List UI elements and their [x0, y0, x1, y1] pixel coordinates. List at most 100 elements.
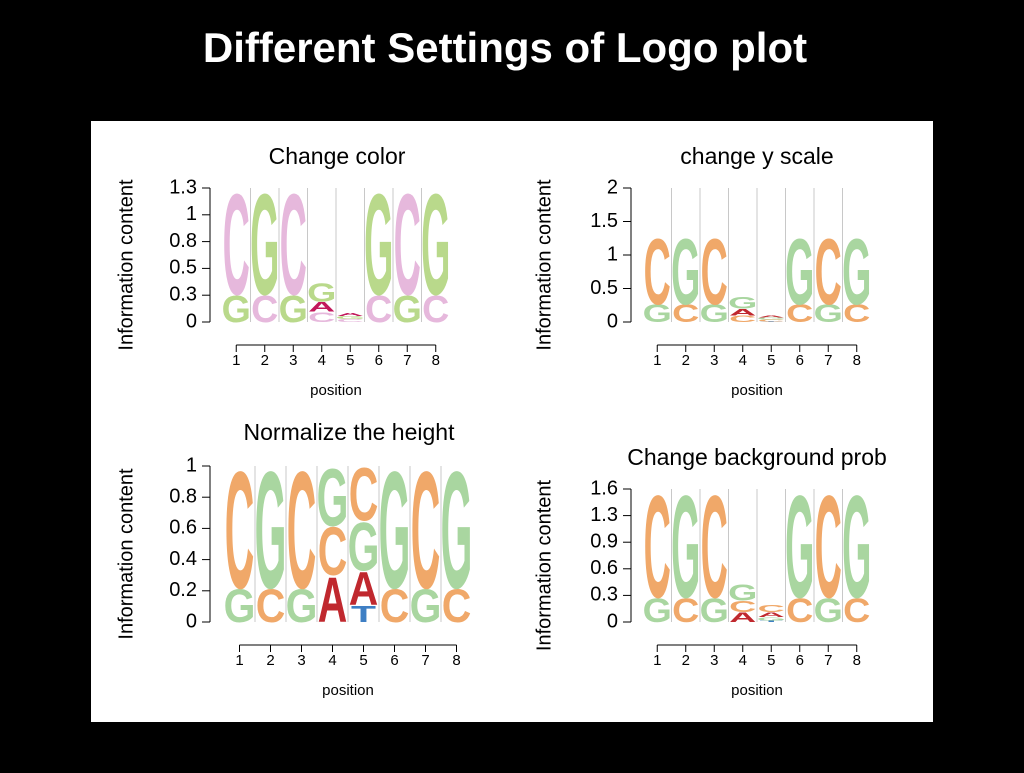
logo-letter: G — [785, 220, 814, 325]
y-tick-label: 0 — [186, 310, 197, 332]
y-tick-label: 0.4 — [169, 548, 197, 570]
logo-letter: G — [317, 452, 349, 543]
slide-title: Different Settings of Logo plot — [203, 24, 807, 71]
logo-letter: C — [815, 466, 842, 629]
y-tick-label: 1 — [607, 243, 618, 265]
y-axis-label: Information content — [115, 468, 137, 640]
y-tick-label: 1.3 — [590, 504, 618, 526]
y-tick-label: 0.8 — [169, 230, 197, 252]
y-tick-label: 0.8 — [169, 485, 197, 507]
y-tick-label: 1.5 — [590, 210, 618, 232]
y-tick-label: 0.9 — [590, 530, 618, 552]
x-tick-label: 5 — [767, 652, 775, 669]
logo-letter: G — [364, 166, 393, 326]
x-tick-label: 1 — [232, 352, 240, 369]
logo-letter: G — [728, 294, 757, 312]
y-tick-label: 2 — [607, 176, 618, 198]
x-tick-label: 3 — [297, 652, 305, 669]
x-tick-label: 7 — [824, 352, 832, 369]
logo-letter: C — [394, 166, 421, 326]
x-tick-label: 1 — [653, 352, 661, 369]
logo-letter: G — [379, 437, 411, 624]
logo-letter: C — [225, 437, 255, 624]
logo-letter: C — [287, 437, 317, 624]
x-tick-label: 2 — [261, 352, 269, 369]
logo-letter: C — [411, 437, 441, 624]
x-tick-label: 4 — [318, 352, 326, 369]
x-tick-label: 8 — [432, 352, 440, 369]
x-tick-label: 2 — [682, 652, 690, 669]
logo-letter: A — [758, 315, 785, 318]
y-tick-label: 1.3 — [169, 176, 197, 198]
logo-letter: C — [644, 220, 671, 325]
logo-letter: G — [307, 278, 336, 307]
logo-letter: G — [842, 220, 871, 325]
x-tick-label: 3 — [710, 652, 718, 669]
x-tick-label: 3 — [289, 352, 297, 369]
logo-letter: G — [671, 220, 700, 325]
y-tick-label: 0.6 — [590, 557, 618, 579]
y-tick-label: 0 — [607, 310, 618, 332]
x-tick-label: 5 — [359, 652, 367, 669]
y-axis-label: Information content — [533, 179, 555, 351]
y-tick-label: 0.5 — [590, 277, 618, 299]
x-axis-label: position — [731, 682, 783, 699]
y-axis-label: Information content — [115, 179, 137, 351]
panel — [91, 121, 933, 722]
logo-letter: C — [758, 603, 785, 615]
logo-letter: C — [701, 220, 728, 325]
logo-letter: G — [255, 437, 287, 624]
y-tick-label: 0.6 — [169, 517, 197, 539]
logo-letter: A — [337, 312, 364, 317]
x-axis-label: position — [731, 382, 783, 399]
x-tick-label: 8 — [853, 652, 861, 669]
x-tick-label: 7 — [824, 652, 832, 669]
x-tick-label: 3 — [710, 352, 718, 369]
logo-letter: G — [250, 166, 279, 326]
logo-letter: C — [280, 166, 307, 326]
y-tick-label: 1 — [186, 454, 197, 476]
x-tick-label: 7 — [403, 352, 411, 369]
y-tick-label: 1.6 — [590, 477, 618, 499]
x-tick-label: 1 — [235, 652, 243, 669]
y-tick-label: 0 — [186, 610, 197, 632]
x-tick-label: 4 — [739, 352, 747, 369]
x-tick-label: 4 — [739, 652, 747, 669]
x-tick-label: 8 — [853, 352, 861, 369]
y-tick-label: 0.2 — [169, 579, 197, 601]
x-tick-label: 6 — [390, 652, 398, 669]
logo-letter: C — [644, 466, 671, 629]
logo-letter: C — [349, 452, 379, 536]
logo-letter: G — [728, 580, 757, 606]
x-tick-label: 7 — [421, 652, 429, 669]
logo-letter: G — [421, 166, 450, 326]
x-tick-label: 6 — [796, 652, 804, 669]
y-tick-label: 0.5 — [169, 257, 197, 279]
logo-letter: G — [785, 466, 814, 629]
x-tick-label: 1 — [653, 652, 661, 669]
logo-letter: G — [842, 466, 871, 629]
x-tick-label: 2 — [266, 652, 274, 669]
logo-letter: G — [671, 466, 700, 629]
x-tick-label: 6 — [375, 352, 383, 369]
y-tick-label: 0.3 — [169, 283, 197, 305]
y-tick-label: 0 — [607, 610, 618, 632]
logo-letter: G — [441, 437, 473, 624]
x-tick-label: 4 — [328, 652, 336, 669]
logo-letter: C — [223, 166, 250, 326]
x-axis-label: position — [322, 682, 374, 699]
logo-letter: C — [815, 220, 842, 325]
y-tick-label: 0.3 — [590, 584, 618, 606]
chart-title: change y scale — [680, 143, 833, 169]
x-tick-label: 8 — [452, 652, 460, 669]
y-tick-label: 1 — [186, 203, 197, 225]
x-axis-label: position — [310, 382, 362, 399]
x-tick-label: 2 — [682, 352, 690, 369]
x-tick-label: 5 — [767, 352, 775, 369]
x-tick-label: 5 — [346, 352, 354, 369]
x-tick-label: 6 — [796, 352, 804, 369]
logo-letter: C — [701, 466, 728, 629]
y-axis-label: Information content — [533, 479, 555, 651]
